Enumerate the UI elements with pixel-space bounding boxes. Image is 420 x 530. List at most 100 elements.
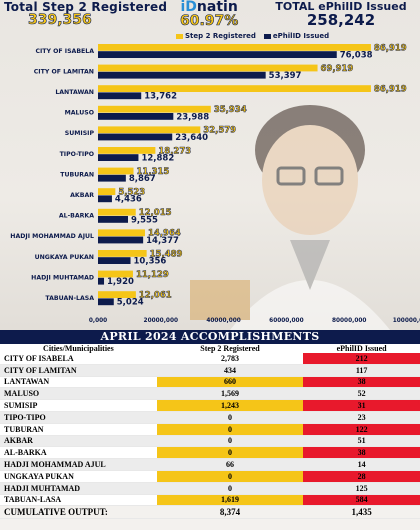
- category-label: TABUAN-LASA: [45, 295, 94, 302]
- row-step2: 434: [156, 364, 304, 377]
- total-ephilid-label: TOTAL ePhilID Issued: [275, 0, 407, 13]
- row-ephilid: 52: [303, 387, 420, 401]
- category-label: TIPO-TIPO: [60, 151, 94, 158]
- legend-ephilid: ePhilID Issued: [263, 32, 330, 40]
- category-label: LANTAWAN: [55, 89, 94, 96]
- bar-ephilid: [98, 51, 337, 58]
- table-row: HADJI MOHAMMAD AJUL 66 14: [0, 458, 420, 471]
- logo-suffix: natin: [196, 0, 238, 15]
- data-label-step2: 11,315: [137, 167, 170, 177]
- row-step2: 0: [156, 482, 304, 495]
- data-label-step2: 12,015: [139, 208, 172, 218]
- total-step2-value: 339,356: [28, 12, 92, 28]
- total-ephilid-kpi: TOTAL ePhilID Issued 258,242: [262, 0, 420, 28]
- category-label: CITY OF LAMITAN: [34, 68, 94, 75]
- row-step2: 0: [156, 435, 304, 448]
- accomplishments-table: Cities/Municipalities Step 2 Registered …: [0, 344, 420, 520]
- data-label-step2: 5,523: [118, 188, 145, 198]
- data-label-ephilid: 10,356: [134, 257, 167, 267]
- logo-prefix: iD: [180, 0, 197, 15]
- row-city: CITY OF ISABELA: [0, 353, 157, 365]
- category-label: HADJI MOHAMMAD AJUL: [10, 233, 94, 240]
- row-step2: 660: [156, 376, 304, 389]
- header-step2: Step 2 Registered: [156, 344, 304, 353]
- table-row: CITY OF ISABELA 2,783 212: [0, 353, 420, 365]
- row-ephilid: 14: [303, 458, 420, 471]
- total-step2-kpi: Total Step 2 Registered 339,356: [4, 0, 167, 27]
- coverage-percentage: 60.97%: [180, 13, 239, 29]
- bar-step2: [98, 229, 145, 237]
- x-tick-label: 100000,000: [393, 318, 420, 324]
- category-label: SUMISIP: [65, 130, 95, 137]
- legend-ephilid-label: ePhilID Issued: [272, 32, 330, 40]
- bar-ephilid: [98, 236, 144, 244]
- row-step2: 1,243: [156, 399, 304, 412]
- data-label-step2: 12,061: [139, 291, 172, 301]
- table-row: AKBAR 0 51: [0, 435, 420, 448]
- cumulative-label: CUMULATIVE OUTPUT:: [0, 505, 157, 520]
- data-label-step2: 32,579: [203, 126, 236, 136]
- data-label-step2: 11,129: [136, 270, 169, 280]
- data-label-ephilid: 23,988: [176, 112, 209, 122]
- table-row: SUMISIP 1,243 31: [0, 399, 420, 412]
- row-city: TUBURAN: [0, 423, 157, 436]
- row-city: UNGKAYA PUKAN: [0, 470, 157, 483]
- category-label: AKBAR: [70, 192, 94, 199]
- row-step2: 0: [156, 411, 304, 424]
- row-ephilid: 122: [303, 423, 420, 436]
- row-city: TABUAN-LASA: [0, 494, 157, 507]
- data-label-step2: 86,919: [374, 43, 407, 53]
- row-city: HADJI MUHTAMAD: [0, 482, 157, 495]
- bar-step2: [98, 208, 136, 216]
- chart-legend: Step 2 Registered ePhilID Issued: [176, 32, 329, 40]
- bar-step2: [98, 126, 201, 134]
- data-label-step2: 69,919: [321, 64, 354, 74]
- bar-ephilid: [98, 133, 173, 141]
- data-label-ephilid: 53,397: [269, 71, 302, 81]
- table-row: LANTAWAN 660 38: [0, 376, 420, 389]
- row-ephilid: 212: [303, 353, 420, 365]
- chart-panel: Total Step 2 Registered 339,356 iDnatin …: [0, 0, 420, 330]
- data-label-ephilid: 8,867: [129, 174, 156, 184]
- background-person-illustration: [190, 105, 390, 330]
- data-label-step2: 18,273: [158, 146, 191, 156]
- row-ephilid: 125: [303, 482, 420, 495]
- row-step2: 0: [156, 470, 304, 483]
- data-label-ephilid: 13,762: [144, 92, 177, 102]
- row-step2: 0: [156, 446, 304, 460]
- table-header-row: Cities/Municipalities Step 2 Registered …: [0, 344, 420, 353]
- accomplishments-banner: APRIL 2024 ACCOMPLISHMENTS: [0, 330, 420, 344]
- total-ephilid-value: 258,242: [306, 11, 376, 29]
- bar-ephilid: [98, 277, 105, 285]
- row-ephilid: 117: [303, 364, 420, 377]
- bar-step2: [98, 105, 211, 113]
- row-step2: 2,783: [156, 353, 304, 365]
- data-label-ephilid: 1,920: [107, 277, 134, 287]
- bar-ephilid: [98, 92, 142, 100]
- data-label-ephilid: 76,038: [340, 51, 373, 61]
- x-tick-label: 20000,000: [144, 318, 178, 324]
- row-ephilid: 38: [303, 446, 420, 460]
- data-label-step2: 86,919: [374, 85, 407, 95]
- cumulative-step2: 8,374: [156, 505, 304, 520]
- category-label: UNGKAYA PUKAN: [35, 254, 94, 261]
- category-label: HADJI MUHTAMAD: [31, 274, 94, 281]
- bar-step2: [98, 44, 371, 51]
- bar-step2: [98, 147, 156, 154]
- row-ephilid: 584: [303, 494, 420, 507]
- row-city: TIPO-TIPO: [0, 411, 157, 424]
- data-label-step2: 14,964: [148, 229, 181, 239]
- bar-step2: [98, 64, 318, 72]
- x-tick-label: 40000,000: [206, 318, 240, 324]
- bar-ephilid: [98, 113, 174, 120]
- bar-step2: [98, 250, 147, 257]
- bar-ephilid: [98, 216, 129, 223]
- category-label: TUBURAN: [60, 171, 94, 178]
- row-city: LANTAWAN: [0, 376, 157, 389]
- data-label-ephilid: 14,377: [146, 236, 179, 246]
- table-row: CITY OF LAMITAN 434 117: [0, 364, 420, 377]
- cumulative-ephilid: 1,435: [303, 505, 420, 520]
- row-ephilid: 28: [303, 470, 420, 483]
- header-city: Cities/Municipalities: [0, 344, 157, 353]
